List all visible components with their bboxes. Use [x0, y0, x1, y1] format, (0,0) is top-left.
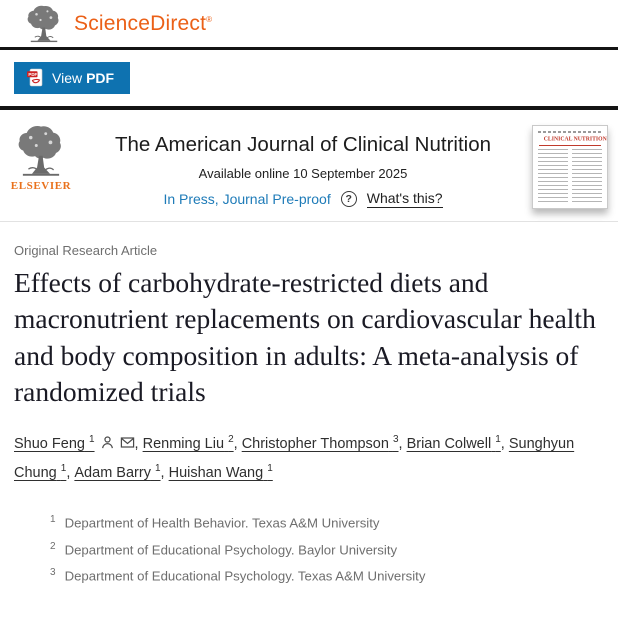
publisher-name: ELSEVIER — [10, 180, 72, 192]
author-list: Shuo Feng 1 Renming Liu 2 Christopher Th… — [14, 430, 602, 488]
pdf-file-icon: PDF — [27, 68, 43, 87]
author-item: Christopher Thompson 3 — [241, 434, 407, 453]
elsevier-tree-icon — [17, 125, 65, 177]
author-profile-icon[interactable] — [100, 435, 115, 450]
author-link[interactable]: Renming Liu 2 — [142, 434, 234, 453]
author-item: Shuo Feng 1 — [14, 434, 143, 453]
cover-journal-title: CLINICAL NUTRITION — [543, 135, 607, 143]
author-item: Brian Colwell 1 — [406, 434, 509, 453]
view-pdf-button[interactable]: PDF View PDF — [14, 62, 131, 94]
elsevier-tree-logo-icon — [26, 5, 62, 43]
author-link[interactable]: Shuo Feng 1 — [14, 434, 95, 453]
pdf-toolbar: PDF View PDF — [0, 50, 618, 110]
journal-info: The American Journal of Clinical Nutriti… — [74, 125, 532, 208]
registered-trademark: ® — [206, 14, 213, 24]
cover-masthead-line — [538, 131, 602, 133]
view-pdf-label: View PDF — [52, 69, 115, 86]
sciencedirect-brand-link[interactable]: ScienceDirect® — [74, 12, 212, 36]
author-link[interactable]: Brian Colwell 1 — [406, 434, 501, 453]
affiliation-item: 3 Department of Educational Psychology. T… — [50, 566, 426, 584]
cover-toc-column — [572, 149, 602, 205]
cover-toc-columns — [538, 149, 602, 205]
affiliation-item: 1 Department of Health Behavior. Texas A&… — [50, 514, 380, 531]
author-item: Huishan Wang 1 — [168, 463, 273, 482]
author-link[interactable]: Adam Barry 1 — [74, 463, 161, 482]
author-link[interactable]: Sunghyun Chung 1 — [14, 436, 575, 482]
corresponding-author-email-icon[interactable] — [120, 435, 135, 450]
affiliation-item: 2 Department of Educational Psychology. B… — [50, 540, 398, 557]
affiliation-list: 1 Department of Health Behavior. Texas A&… — [50, 514, 602, 583]
cover-toc-column — [538, 149, 568, 205]
whats-this-link[interactable]: What's this? — [366, 190, 443, 208]
journal-banner: ELSEVIER The American Journal of Clinica… — [0, 110, 618, 222]
in-press-link[interactable]: In Press, Journal Pre-proof — [163, 191, 331, 207]
journal-title-link[interactable]: The American Journal of Clinical Nutriti… — [115, 133, 491, 156]
author-item: Renming Liu 2 — [142, 434, 242, 453]
publisher-logo[interactable]: ELSEVIER — [8, 125, 74, 192]
author-link[interactable]: Huishan Wang 1 — [168, 463, 273, 482]
publication-status-row: In Press, Journal Pre-proof ? What's thi… — [74, 190, 532, 208]
question-circle-icon[interactable]: ? — [340, 191, 357, 207]
journal-cover-thumbnail[interactable]: CLINICAL NUTRITION — [532, 125, 608, 209]
available-online-date: Available online 10 September 2025 — [198, 166, 408, 181]
brand-wordmark: ScienceDirect — [74, 11, 207, 35]
author-link[interactable]: Christopher Thompson 3 — [241, 434, 399, 453]
author-item: Adam Barry 1 — [74, 463, 168, 482]
svg-text:PDF: PDF — [28, 72, 37, 77]
sciencedirect-header: ScienceDirect® — [0, 0, 618, 50]
article-category: Original Research Article — [14, 243, 158, 258]
article-title: Effects of carbohydrate-restricted diets… — [14, 267, 596, 407]
article-header: Original Research Article Effects of car… — [0, 222, 618, 583]
cover-rule — [539, 145, 601, 146]
